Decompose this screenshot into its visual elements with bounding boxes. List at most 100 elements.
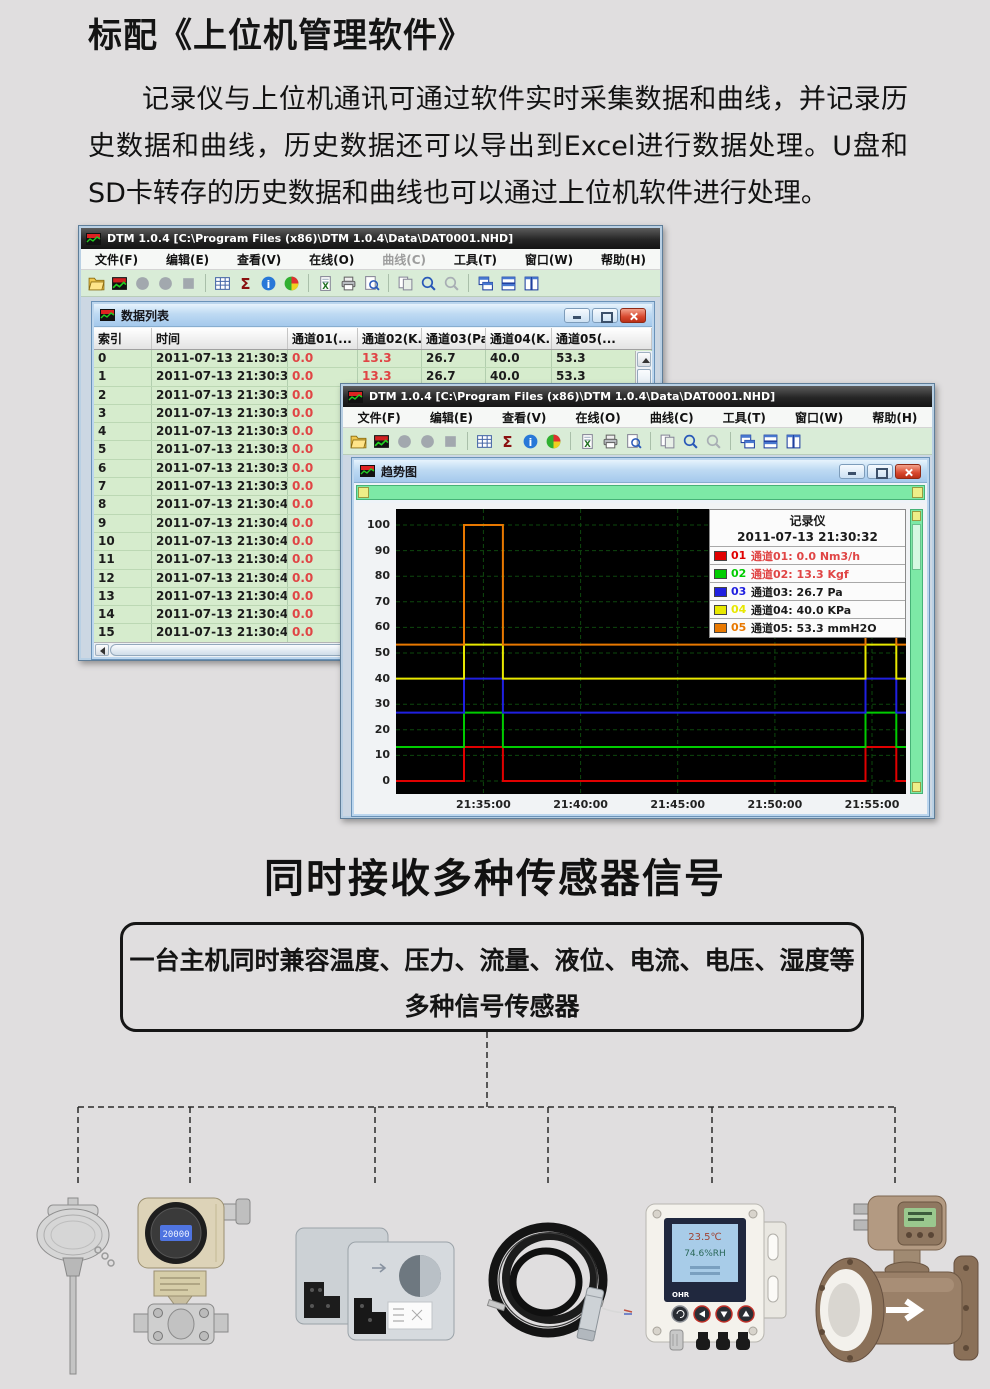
open-folder-icon[interactable]	[86, 273, 107, 294]
menu-item[interactable]: 在线(O)	[575, 410, 621, 425]
table-cell: 26.7	[422, 368, 486, 386]
mdi-client-area: 趋势图 0 10 20 30 40 50 60 70 80 90 100 21:35:00 21:40…	[343, 455, 932, 817]
page-title: 标配《上位机管理软件》	[88, 16, 473, 56]
menu-item[interactable]: 曲线(C)	[382, 252, 426, 267]
menu-item[interactable]: 文件(F)	[357, 410, 401, 425]
menu-item[interactable]: 查看(V)	[502, 410, 547, 425]
pie-chart-icon[interactable]	[543, 431, 564, 452]
zoom-disabled-icon[interactable]	[703, 431, 724, 452]
column-header[interactable]: 通道02(K...	[358, 328, 422, 349]
column-header[interactable]: 时间	[152, 328, 288, 349]
export-file-icon[interactable]: X	[577, 431, 598, 452]
menu-item[interactable]: 在线(O)	[309, 252, 355, 267]
info-icon[interactable]: i	[258, 273, 279, 294]
print-preview-icon[interactable]	[623, 431, 644, 452]
tile-horizontal-icon[interactable]	[760, 431, 781, 452]
table-cell: 2011-07-13 21:30:36	[152, 423, 288, 441]
stop-disabled-icon[interactable]	[440, 431, 461, 452]
connector-lines	[77, 1032, 896, 1185]
zoom-icon[interactable]	[418, 273, 439, 294]
menu-item[interactable]: 查看(V)	[237, 252, 282, 267]
scrollbar-thumb[interactable]	[912, 524, 921, 570]
scrollbar-thumb[interactable]	[358, 487, 369, 498]
table-cell: 2	[94, 386, 152, 404]
legend-item[interactable]: 02 通道02: 13.3 Kgf	[710, 564, 905, 582]
info-icon[interactable]: i	[520, 431, 541, 452]
export-file-icon[interactable]: X	[315, 273, 336, 294]
pie-chart-icon[interactable]	[281, 273, 302, 294]
tile-vertical-icon[interactable]	[521, 273, 542, 294]
tile-vertical-icon[interactable]	[783, 431, 804, 452]
scrollbar-top[interactable]	[912, 511, 921, 521]
close-button[interactable]	[895, 463, 921, 479]
y-axis-tick-label: 100	[367, 518, 390, 531]
menu-item[interactable]: 窗口(W)	[795, 410, 844, 425]
value-scrollbar[interactable]	[910, 509, 923, 794]
menu-item[interactable]: 工具(T)	[722, 410, 766, 425]
restore-button[interactable]	[592, 307, 618, 323]
copy-icon[interactable]	[395, 273, 416, 294]
legend-item[interactable]: 05 通道05: 53.3 mmH2O	[710, 618, 905, 636]
minimize-button[interactable]	[839, 463, 865, 479]
menu-bar: 文件(F) 编辑(E) 查看(V) 在线(O) 曲线(C) 工具(T) 窗口(W) 帮助(H)	[343, 407, 932, 428]
table-cell: 11	[94, 551, 152, 569]
zoom-icon[interactable]	[680, 431, 701, 452]
window-titlebar[interactable]: DTM 1.0.4 [C:\Program Files (x86)\DTM 1.…	[343, 386, 932, 407]
table-cell: 2011-07-13 21:30:45	[152, 587, 288, 606]
menu-item[interactable]: 窗口(W)	[524, 252, 574, 267]
scroll-up-arrow[interactable]	[637, 352, 651, 367]
sum-icon[interactable]: Σ	[497, 431, 518, 452]
print-icon[interactable]	[600, 431, 621, 452]
column-header[interactable]: 通道04(K...	[486, 328, 552, 349]
column-header[interactable]: 通道03(Pa)	[422, 328, 486, 349]
scroll-left-arrow[interactable]	[95, 644, 109, 656]
open-folder-icon[interactable]	[348, 431, 369, 452]
column-header[interactable]: 索引	[94, 328, 152, 349]
table-row[interactable]: 0 2011-07-13 21:30:32 0.0 13.3 26.7 40.0 53.3	[94, 350, 652, 369]
svg-text:Σ: Σ	[240, 275, 250, 292]
legend-item[interactable]: 03 通道03: 26.7 Pa	[710, 582, 905, 600]
legend-item[interactable]: 01 通道01: 0.0 Nm3/h	[710, 546, 905, 564]
data-list-titlebar[interactable]: 数据列表	[94, 304, 652, 327]
column-header[interactable]: 通道01(...	[288, 328, 358, 349]
menu-item[interactable]: 曲线(C)	[649, 410, 694, 425]
minimize-button[interactable]	[564, 307, 590, 323]
record-disabled-icon[interactable]	[417, 431, 438, 452]
cascade-windows-icon[interactable]	[737, 431, 758, 452]
legend-item[interactable]: 04 通道04: 40.0 KPa	[710, 600, 905, 618]
record-disabled-icon[interactable]	[394, 431, 415, 452]
record-disabled-icon[interactable]	[155, 273, 176, 294]
stop-disabled-icon[interactable]	[178, 273, 199, 294]
data-grid-icon[interactable]	[474, 431, 495, 452]
time-scrollbar[interactable]	[356, 485, 925, 500]
table-cell: 0	[94, 350, 152, 368]
scrollbar-bottom[interactable]	[912, 782, 921, 792]
menu-item[interactable]: 编辑(E)	[165, 252, 210, 267]
menu-item[interactable]: 工具(T)	[453, 252, 498, 267]
copy-icon[interactable]	[657, 431, 678, 452]
close-button[interactable]	[620, 307, 646, 323]
menu-item[interactable]: 编辑(E)	[429, 410, 474, 425]
zoom-disabled-icon[interactable]	[441, 273, 462, 294]
menu-item[interactable]: 文件(F)	[94, 252, 139, 267]
scrollbar-end[interactable]	[912, 487, 923, 498]
sum-icon[interactable]: Σ	[235, 273, 256, 294]
tile-horizontal-icon[interactable]	[498, 273, 519, 294]
table-cell: 2011-07-13 21:30:44	[152, 569, 288, 587]
menu-item[interactable]: 帮助(H)	[601, 252, 647, 267]
trend-titlebar[interactable]: 趋势图	[354, 460, 927, 483]
menu-item[interactable]: 帮助(H)	[872, 410, 918, 425]
data-grid-icon[interactable]	[212, 273, 233, 294]
trend-title: 趋势图	[381, 464, 418, 479]
trend-chart-icon[interactable]	[109, 273, 130, 294]
cascade-windows-icon[interactable]	[475, 273, 496, 294]
record-disabled-icon[interactable]	[132, 273, 153, 294]
trend-chart-icon[interactable]	[371, 431, 392, 452]
print-preview-icon[interactable]	[361, 273, 382, 294]
x-axis-tick-label: 21:55:00	[844, 798, 900, 811]
restore-button[interactable]	[867, 463, 893, 479]
intro-paragraph: 记录仪与上位机通讯可通过软件实时采集数据和曲线，并记录历史数据和曲线，历史数据还…	[88, 84, 908, 209]
window-titlebar[interactable]: DTM 1.0.4 [C:\Program Files (x86)\DTM 1.…	[81, 228, 660, 249]
column-header[interactable]: 通道05(...	[552, 328, 652, 349]
print-icon[interactable]	[338, 273, 359, 294]
